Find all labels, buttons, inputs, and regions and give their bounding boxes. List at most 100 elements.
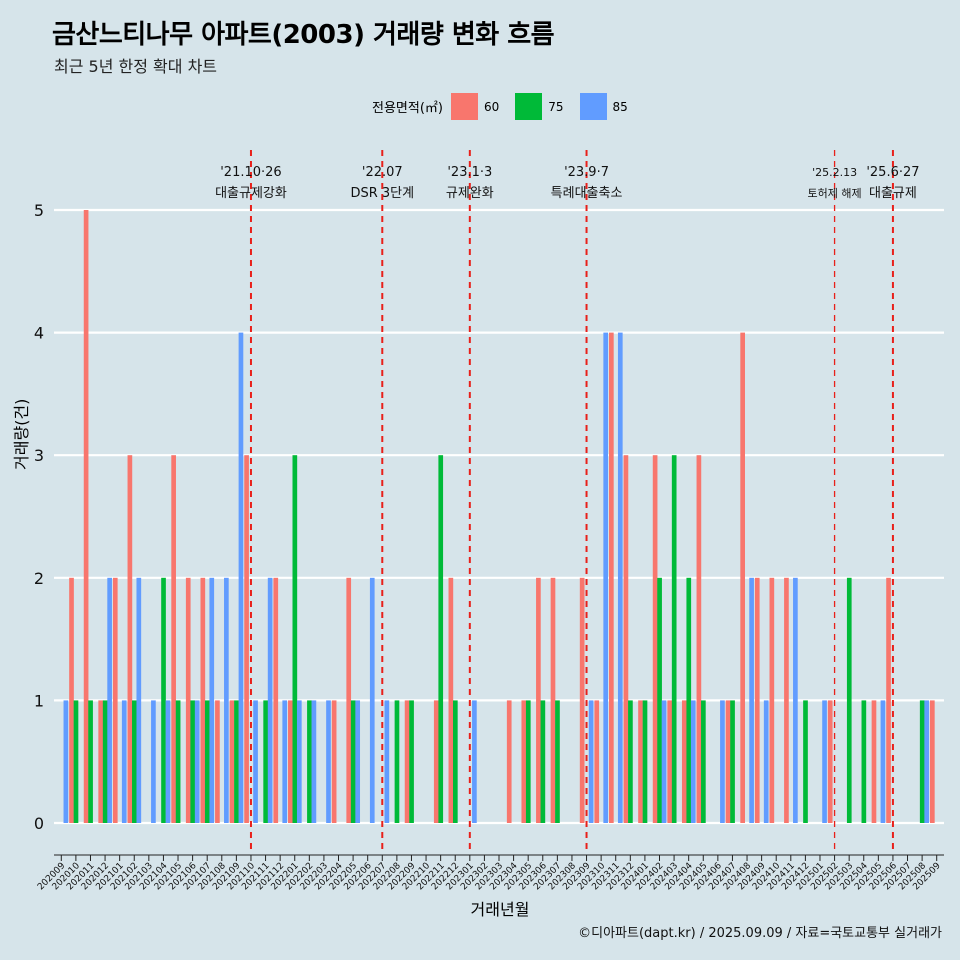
bar-85-202202 [311,700,317,823]
bar-85-202110 [253,700,258,823]
source-caption: ©디아파트(dapt.kr) / 2025.09.09 / 자료=국토교통부 실… [578,926,942,941]
bar-75-202109 [234,700,239,823]
bar-75-202105 [175,700,181,823]
bar-85-202408 [749,577,754,823]
bar-85-202106 [194,700,200,823]
bar-75-202212 [452,700,458,823]
bar-75-202401 [642,700,648,823]
bar-85-202508 [924,700,930,823]
bar-60-202107 [200,577,206,823]
event-label-202110: 대출규제강화 [215,186,287,201]
bar-60-202012 [98,700,104,823]
bar-75-202010 [73,700,79,823]
bar-60-202312 [623,455,629,823]
bar-60-202108 [215,700,220,823]
bar-75-202503 [846,577,852,823]
y-axis-label: 거래량(건) [12,398,31,470]
y-tick-label: 5 [34,201,44,220]
bar-75-202011 [88,700,93,823]
legend-item-60: 60 [450,93,509,120]
bar-75-202202 [307,700,312,823]
bar-60-202101 [112,577,118,823]
bar-85-202012 [107,577,112,823]
bar-75-202407 [730,700,735,823]
bar-85-202206 [369,577,375,823]
legend-item-85: 85 [579,93,638,120]
bar-60-202407 [725,700,731,823]
bar-75-202201 [292,455,298,823]
event-date-202309: '23.9·7 [564,165,609,180]
bar-75-202306 [540,700,546,823]
bar-85-202501 [822,700,827,823]
bar-85-202111 [267,577,273,823]
bar-60-202401 [638,700,643,823]
legend-label-85: 85 [612,99,628,114]
legend-item-75: 75 [515,93,573,120]
chart-title: 금산느티나무 아파트(2003) 거래량 변화 흐름 [52,20,555,50]
bar-85-202402 [661,700,667,823]
bar-75-202211 [438,455,444,823]
event-label-202506: 대출규제 [869,186,917,201]
bar-60-202411 [784,577,789,823]
bar-60-202402 [652,455,658,823]
bar-75-202403 [671,455,677,823]
bar-85-202309 [588,700,594,823]
bar-75-202102 [132,700,137,823]
event-label-202502: 토허제 해제 [808,186,862,200]
bar-60-202112 [273,577,279,823]
bar-75-202504 [861,700,867,823]
bar-60-202109 [229,700,235,823]
legend-swatch-85 [579,93,607,120]
bar-60-202409 [754,577,760,823]
bar-85-202104 [165,700,171,823]
bar-60-202011 [83,210,89,823]
bar-85-202109 [238,332,244,823]
x-axis-label: 거래년월 [470,900,530,919]
bar-60-202405 [696,455,702,823]
bar-85-202409 [763,700,769,823]
bar-85-202101 [121,700,127,823]
bar-75-202312 [628,700,633,823]
bar-85-202310 [603,332,609,823]
legend-swatch-60 [450,93,478,120]
bar-60-202211 [433,700,439,823]
bar-60-202205 [346,577,352,823]
bar-75-202111 [263,700,268,823]
bar-60-202201 [288,700,293,823]
bar-60-202106 [185,577,191,823]
bar-85-202505 [880,700,886,823]
bar-60-202509 [929,700,935,823]
bar-60-202212 [448,577,454,823]
bar-85-202009 [63,700,69,823]
y-tick-label: 4 [34,324,44,343]
legend-label-75: 75 [548,99,564,114]
bar-75-202106 [190,700,196,823]
legend-swatch-75 [515,93,543,120]
bar-75-202104 [161,577,166,823]
bar-75-202307 [555,700,560,823]
event-date-202207: '22.07 [362,165,403,180]
event-label-202309: 특례대출축소 [551,186,623,201]
bar-85-202102 [136,577,142,823]
bar-60-202304 [506,700,512,823]
event-date-202502: '25.2.13 [812,166,857,179]
bar-85-202203 [326,700,331,823]
y-tick-label: 2 [34,569,44,588]
legend: 전용면적(㎡) 60 75 85 [372,93,644,120]
bar-60-202110 [244,455,249,823]
bar-60-202105 [171,455,176,823]
bar-85-202404 [690,700,696,823]
bar-60-202502 [827,700,833,823]
bar-75-202205 [350,700,356,823]
chart-subtitle: 최근 5년 한정 확대 차트 [54,57,218,76]
bar-75-202405 [701,700,706,823]
bar-75-202012 [102,700,108,823]
bar-60-202310 [594,700,600,823]
bar-85-202311 [617,332,623,823]
bar-60-202305 [521,700,527,823]
legend-title: 전용면적(㎡) [372,101,443,116]
bar-85-202112 [282,700,288,823]
event-label-202207: DSR 3단계 [350,186,414,201]
event-date-202110: '21.10·26 [220,165,281,180]
